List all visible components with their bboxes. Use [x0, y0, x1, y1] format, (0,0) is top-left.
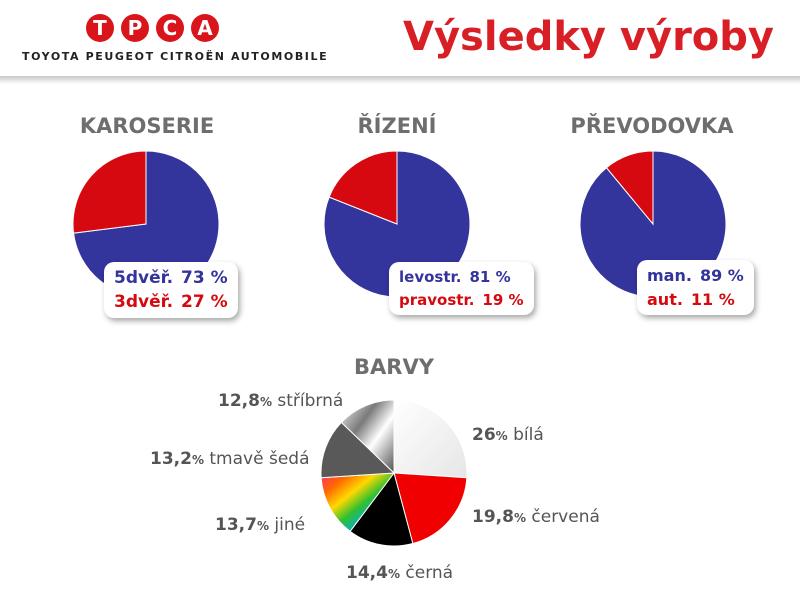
- label-value: 13,2: [150, 449, 192, 469]
- legend-value: 27 %: [181, 292, 228, 312]
- legend-label: 3dvěř.: [114, 292, 174, 312]
- label-value: 26: [472, 425, 496, 445]
- pie-slice-jin-: [320, 472, 396, 533]
- chart-title-rizeni: ŘÍZENÍ: [357, 114, 437, 138]
- label-bila: 26% bílá: [472, 425, 544, 445]
- label-percent: %: [513, 511, 526, 525]
- label-name: černá: [405, 563, 454, 583]
- legend-row-man: man. 89 %: [647, 266, 744, 285]
- label-name: červená: [531, 507, 600, 527]
- label-value: 12,8: [218, 391, 260, 411]
- pie-slice-st-brn-: [340, 399, 395, 475]
- slide-title: Výsledky výroby: [403, 14, 774, 60]
- legend-row-levostr: levostr. 81 %: [399, 268, 524, 286]
- legend-label: levostr.: [399, 268, 462, 286]
- legend-row-aut: aut. 11 %: [647, 290, 744, 309]
- legend-value: 81 %: [469, 268, 511, 286]
- label-name: bílá: [513, 425, 544, 445]
- pie-slice--ern-: [349, 471, 414, 547]
- label-percent: %: [387, 567, 400, 581]
- label-percent: %: [256, 519, 269, 533]
- label-cervena: 19,8% červená: [472, 507, 600, 527]
- label-value: 19,8: [472, 507, 514, 527]
- pie-slice-pravostr-: [328, 150, 398, 225]
- label-jine: 13,7% jiné: [215, 515, 305, 535]
- label-stribrna: 12,8% stříbrná: [218, 391, 343, 411]
- logo-letter-a: A: [191, 14, 219, 42]
- legend-value: 73 %: [181, 268, 228, 288]
- logo-letter-p: P: [121, 14, 149, 42]
- pie-slice--erven-: [393, 472, 468, 545]
- chart-title-prevodovka: PŘEVODOVKA: [570, 114, 734, 138]
- label-percent: %: [259, 395, 272, 409]
- callout-karoserie: 5dvěř. 73 % 3dvěř. 27 %: [104, 262, 238, 318]
- label-percent: %: [191, 453, 204, 467]
- pie-slice-b-l-: [393, 399, 468, 479]
- legend-label: 5dvěř.: [114, 268, 174, 288]
- logo-letter-t: T: [86, 14, 114, 42]
- legend-value: 19 %: [482, 291, 524, 309]
- chart-title-barvy: BARVY: [354, 355, 434, 379]
- legend-value: 11 %: [690, 290, 735, 309]
- label-name: jiné: [274, 515, 306, 535]
- pie-barvy: [320, 399, 468, 547]
- chart-title-karoserie: KAROSERIE: [79, 114, 215, 138]
- label-name: tmavě šedá: [209, 449, 310, 469]
- pie-slice-tmav-ed-: [320, 421, 396, 479]
- label-cerna: 14,4% černá: [346, 563, 453, 583]
- legend-row-pravostr: pravostr. 19 %: [399, 291, 524, 309]
- pie-slice-3dv-: [72, 150, 147, 234]
- label-value: 13,7: [215, 515, 257, 535]
- legend-value: 89 %: [699, 266, 744, 285]
- pie-slice-aut-: [605, 150, 654, 226]
- legend-label: pravostr.: [399, 291, 475, 309]
- label-name: stříbrná: [277, 391, 344, 411]
- label-value: 14,4: [346, 563, 388, 583]
- callout-prevodovka: man. 89 % aut. 11 %: [637, 260, 754, 315]
- legend-label: man.: [647, 266, 692, 285]
- header-divider: [0, 76, 800, 84]
- callout-rizeni: levostr. 81 % pravostr. 19 %: [389, 262, 534, 315]
- legend-row-3dver: 3dvěř. 27 %: [114, 292, 228, 312]
- tpca-logo: T P C A: [86, 14, 219, 42]
- legend-label: aut.: [647, 290, 683, 309]
- pie-karoserie: [72, 150, 220, 298]
- label-tmave-seda: 13,2% tmavě šedá: [150, 449, 309, 469]
- legend-row-5dver: 5dvěř. 73 %: [114, 268, 228, 288]
- logo-letter-c: C: [156, 14, 184, 42]
- logo-subtitle: TOYOTA PEUGEOT CITROËN AUTOMOBILE: [22, 50, 329, 63]
- label-percent: %: [495, 429, 508, 443]
